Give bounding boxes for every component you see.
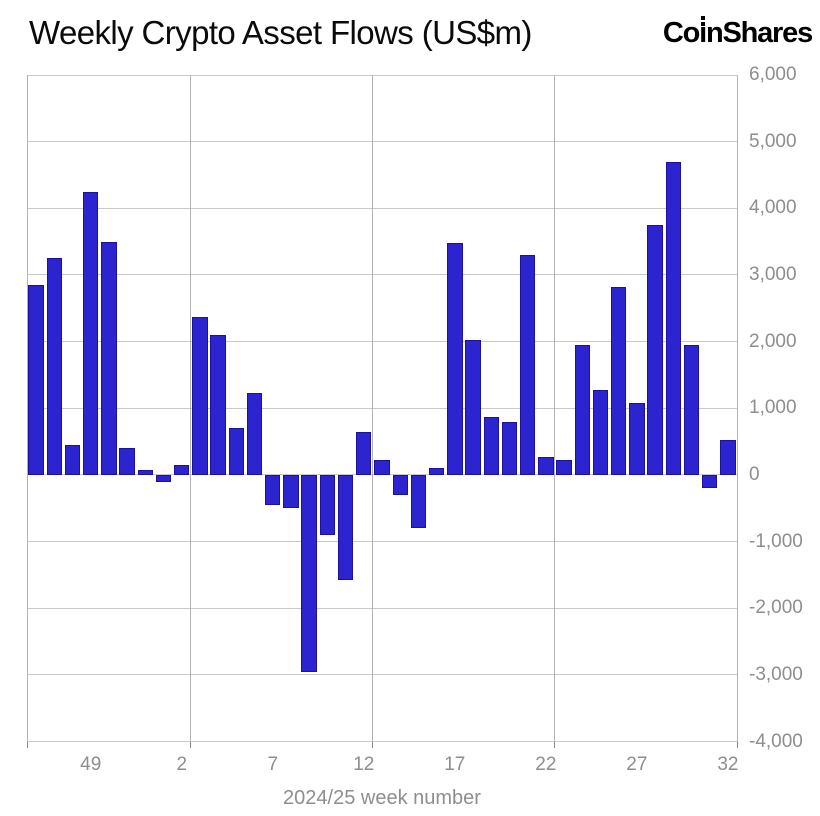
y-axis-label: -3,000 xyxy=(749,663,803,685)
bar xyxy=(83,191,99,475)
bar xyxy=(665,161,681,475)
bar xyxy=(301,474,317,672)
bar xyxy=(592,389,609,475)
bar xyxy=(283,474,299,509)
x-axis-title: 2024/25 week number xyxy=(283,786,481,809)
x-axis-label: 27 xyxy=(626,753,648,775)
bar xyxy=(465,339,481,475)
x-axis-label: 2 xyxy=(176,753,188,775)
h-gridline xyxy=(27,274,737,276)
bar xyxy=(101,241,117,475)
bar xyxy=(319,474,336,535)
h-gridline xyxy=(27,741,737,743)
bar xyxy=(392,474,408,495)
axis-tick xyxy=(736,741,738,748)
y-axis-label: 2,000 xyxy=(749,330,797,352)
x-axis-label: 32 xyxy=(717,753,739,775)
y-axis-label: 0 xyxy=(749,463,760,485)
logo-double-dot-i: ı xyxy=(699,17,707,49)
bar xyxy=(246,393,263,475)
bar xyxy=(720,439,736,475)
x-axis-label: 12 xyxy=(353,753,375,775)
bar xyxy=(538,456,554,475)
y-axis-label: -2,000 xyxy=(749,597,803,619)
y-axis-label: 3,000 xyxy=(749,263,797,285)
bar xyxy=(210,334,226,475)
bar xyxy=(683,344,700,475)
axis-tick xyxy=(372,741,374,748)
bar xyxy=(46,258,62,475)
bar xyxy=(447,243,463,475)
v-gridline xyxy=(190,75,192,742)
bar xyxy=(155,474,172,482)
h-gridline xyxy=(27,341,737,343)
bar xyxy=(356,431,372,475)
bar xyxy=(701,474,718,489)
bar xyxy=(519,254,536,475)
x-axis-label: 7 xyxy=(267,753,279,775)
h-gridline xyxy=(27,207,737,209)
bar xyxy=(119,448,135,475)
y-axis-label: 5,000 xyxy=(749,130,797,152)
y-axis-label: 6,000 xyxy=(749,64,797,85)
bar xyxy=(647,224,663,475)
h-gridline xyxy=(27,74,737,76)
bar xyxy=(556,459,572,475)
bar xyxy=(28,284,44,475)
h-gridline xyxy=(27,407,737,409)
axis-tick xyxy=(190,741,192,748)
v-gridline xyxy=(736,75,738,742)
h-gridline xyxy=(27,474,737,476)
bar xyxy=(410,474,427,529)
bar xyxy=(265,474,281,505)
x-axis-label: 17 xyxy=(444,753,466,775)
y-axis-label: -4,000 xyxy=(749,730,803,752)
bar xyxy=(192,316,208,475)
v-gridline xyxy=(554,75,556,742)
bar xyxy=(174,464,190,475)
bar xyxy=(228,428,245,475)
x-axis-label: 49 xyxy=(80,753,102,775)
v-gridline xyxy=(372,75,374,742)
h-gridline xyxy=(27,541,737,543)
bar xyxy=(337,474,354,580)
x-axis-label: 22 xyxy=(535,753,557,775)
h-gridline xyxy=(27,674,737,676)
y-axis-label: 1,000 xyxy=(749,397,797,419)
bar xyxy=(64,444,81,475)
bar xyxy=(428,468,445,475)
bar xyxy=(483,416,499,475)
bar xyxy=(374,459,390,475)
bar xyxy=(629,403,645,475)
axis-tick xyxy=(26,741,28,748)
y-axis-label: -1,000 xyxy=(749,530,803,552)
bar xyxy=(137,469,154,475)
h-gridline xyxy=(27,607,737,609)
y-axis-label: 4,000 xyxy=(749,197,797,219)
bar xyxy=(501,421,518,475)
h-gridline xyxy=(27,141,737,143)
coinshares-logo: CoınShares xyxy=(662,17,813,49)
chart-title: Weekly Crypto Asset Flows (US$m) xyxy=(29,14,532,51)
bar xyxy=(610,286,627,475)
v-gridline xyxy=(26,75,28,742)
bar xyxy=(574,344,590,475)
axis-tick xyxy=(554,741,556,748)
